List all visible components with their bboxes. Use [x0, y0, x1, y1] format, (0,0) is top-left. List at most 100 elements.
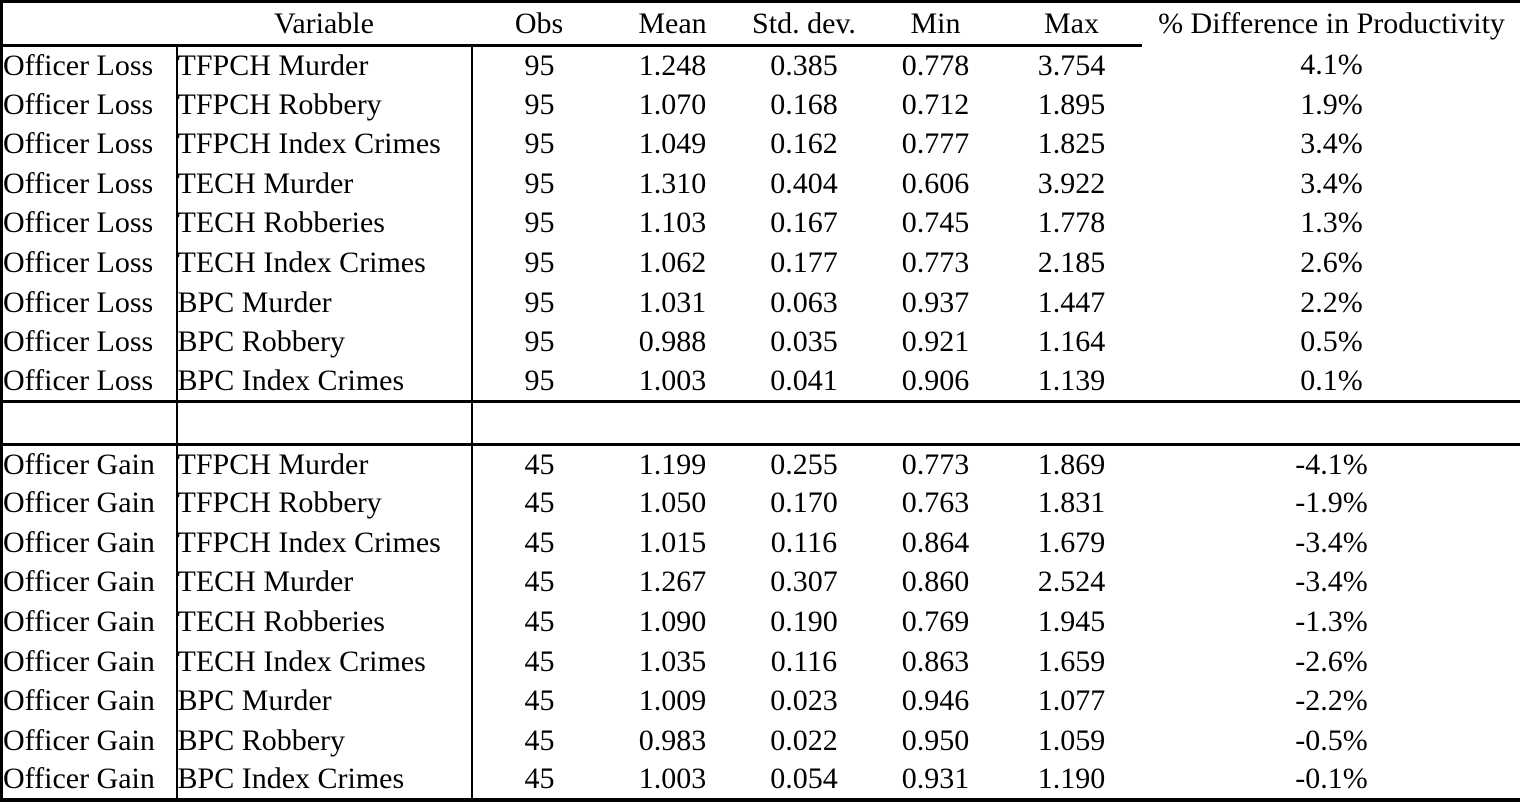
variable-cell: BPC Index Crimes	[175, 361, 472, 402]
pct-difference-cell: -0.5%	[1295, 723, 1368, 757]
pct-difference-cell: 1.3%	[1300, 206, 1363, 240]
pct-difference-cell: -2.6%	[1295, 644, 1368, 678]
variable-cell: BPC Murder	[175, 282, 472, 323]
section-officer-gain: Officer Gain TFPCH Murder 45 1.199 0.255…	[2, 444, 1520, 800]
table-row: Officer Loss TFPCH Robbery 95 1.070 0.16…	[2, 85, 1520, 125]
obs-cell: 95	[470, 322, 607, 362]
mean-cell: 1.049	[638, 127, 707, 161]
group-cell: Officer Gain	[3, 447, 155, 481]
std-dev-cell: 0.385	[770, 49, 838, 83]
min-cell: 0.864	[901, 525, 970, 559]
pct-difference-cell: 4.1%	[1300, 48, 1363, 82]
mean-cell: 0.983	[638, 723, 707, 757]
table-row: Officer Gain TECH Murder 45 1.267 0.307 …	[2, 562, 1520, 603]
min-cell: 0.931	[901, 762, 970, 796]
table-row: Officer Gain BPC Index Crimes 45 1.003 0…	[2, 760, 1520, 800]
max-cell: 1.447	[1037, 285, 1106, 319]
max-cell: 1.869	[1037, 447, 1106, 481]
obs-cell: 45	[470, 602, 607, 642]
group-cell: Officer Loss	[3, 363, 154, 397]
mean-cell: 1.103	[638, 206, 707, 240]
group-cell: Officer Gain	[3, 723, 155, 757]
variable-cell: TFPCH Index Crimes	[175, 523, 472, 563]
min-cell: 0.745	[901, 206, 970, 240]
variable-cell: TECH Robberies	[175, 203, 472, 244]
obs-cell: 95	[470, 164, 607, 204]
variable-cell: TFPCH Murder	[175, 444, 472, 484]
max-cell: 1.895	[1037, 87, 1106, 121]
header-obs: Obs	[471, 1, 607, 47]
mean-cell: 1.003	[638, 363, 707, 397]
obs-cell: 95	[470, 203, 607, 244]
group-cell: Officer Gain	[3, 762, 155, 796]
variable-cell: TECH Murder	[175, 164, 472, 204]
mean-cell: 1.003	[638, 762, 707, 796]
max-cell: 1.164	[1037, 325, 1106, 359]
max-cell: 1.059	[1037, 723, 1106, 757]
table-row: Officer Loss TECH Index Crimes 95 1.062 …	[2, 243, 1520, 283]
obs-cell: 45	[470, 720, 607, 761]
min-cell: 0.763	[901, 486, 970, 520]
group-cell: Officer Gain	[3, 644, 155, 678]
std-dev-cell: 0.170	[770, 486, 838, 520]
spacer-cell	[1001, 399, 1142, 446]
pct-difference-cell: 0.5%	[1300, 325, 1363, 359]
max-cell: 1.139	[1037, 363, 1106, 397]
pct-difference-cell: 0.1%	[1300, 363, 1363, 397]
mean-cell: 1.267	[638, 565, 707, 599]
variable-cell: BPC Robbery	[175, 322, 472, 362]
std-dev-cell: 0.063	[770, 285, 838, 319]
std-dev-cell: 0.035	[770, 325, 838, 359]
std-dev-cell: 0.116	[770, 525, 838, 559]
min-cell: 0.906	[901, 363, 970, 397]
min-cell: 0.777	[901, 127, 970, 161]
group-cell: Officer Loss	[3, 246, 154, 279]
max-cell: 1.190	[1037, 762, 1106, 796]
std-dev-cell: 0.054	[770, 762, 838, 796]
group-cell: Officer Loss	[3, 206, 154, 240]
min-cell: 0.860	[901, 565, 970, 599]
std-dev-cell: 0.022	[770, 723, 838, 757]
spacer-cell	[175, 399, 472, 446]
mean-cell: 1.009	[638, 684, 707, 718]
obs-cell: 45	[470, 562, 607, 603]
pct-difference-cell: 2.2%	[1300, 285, 1363, 319]
std-dev-cell: 0.307	[770, 565, 838, 599]
variable-cell: TECH Robberies	[175, 602, 472, 642]
header-group	[1, 1, 177, 47]
pct-difference-cell: 3.4%	[1300, 127, 1363, 161]
header-min: Min	[869, 1, 1002, 47]
obs-cell: 95	[470, 45, 607, 86]
group-cell: Officer Gain	[3, 604, 155, 638]
pct-difference-cell: 3.4%	[1300, 166, 1363, 200]
group-cell: Officer Loss	[3, 325, 154, 359]
min-cell: 0.773	[901, 447, 970, 481]
std-dev-cell: 0.167	[770, 206, 838, 240]
pct-difference-cell: 2.6%	[1300, 246, 1363, 279]
std-dev-cell: 0.190	[770, 604, 838, 638]
min-cell: 0.950	[901, 723, 970, 757]
min-cell: 0.712	[901, 87, 970, 121]
pct-difference-cell: -2.2%	[1295, 684, 1368, 718]
header-std-dev: Std. dev.	[738, 1, 870, 47]
mean-cell: 0.988	[638, 325, 707, 359]
table-row: Officer Loss TFPCH Index Crimes 95 1.049…	[2, 124, 1520, 165]
header-row: Variable Obs Mean Std. dev. Min Max % Di…	[1, 1, 1520, 47]
table-row: Officer Loss BPC Robbery 95 0.988 0.035 …	[2, 322, 1520, 362]
max-cell: 2.185	[1037, 246, 1106, 279]
std-dev-cell: 0.177	[770, 246, 838, 279]
pct-difference-cell: -1.9%	[1295, 486, 1368, 520]
min-cell: 0.937	[901, 285, 970, 319]
variable-cell: TECH Index Crimes	[175, 641, 472, 682]
table-row: Officer Loss TECH Robberies 95 1.103 0.1…	[2, 203, 1520, 244]
variable-cell: TFPCH Index Crimes	[175, 124, 472, 165]
spacer-cell	[606, 399, 739, 446]
mean-cell: 1.062	[638, 246, 707, 279]
group-cell: Officer Gain	[3, 565, 155, 599]
min-cell: 0.773	[901, 246, 970, 279]
obs-cell: 95	[470, 243, 607, 283]
variable-cell: TECH Index Crimes	[175, 243, 472, 283]
spacer-cell	[1141, 399, 1520, 446]
obs-cell: 45	[470, 444, 607, 484]
std-dev-cell: 0.041	[770, 363, 838, 397]
